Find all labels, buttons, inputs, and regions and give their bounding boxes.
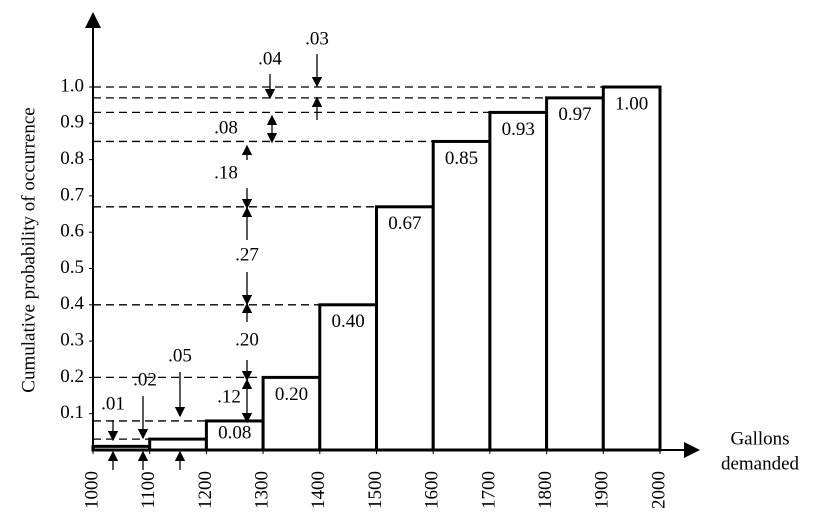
y-tick-label: 0.7 — [60, 184, 84, 205]
x-axis-label: demanded — [721, 453, 800, 474]
bar-label: 0.67 — [388, 213, 421, 234]
y-tick-label: 0.1 — [60, 402, 84, 423]
x-tick-label: 1800 — [535, 471, 556, 509]
bar — [318, 303, 378, 452]
y-axis-label: Cumulative probability of occurrence — [18, 107, 39, 392]
bar-label: 0.85 — [445, 148, 478, 169]
x-tick-label: 1700 — [478, 471, 499, 509]
bar — [91, 444, 152, 452]
annotation: .01 — [101, 393, 125, 414]
x-tick-label: 2000 — [648, 471, 669, 509]
annotation: .05 — [168, 345, 192, 366]
annotation: .02 — [133, 369, 157, 390]
y-tick-label: 0.5 — [60, 257, 84, 278]
bar — [204, 419, 265, 452]
y-tick-label: 0.6 — [60, 221, 84, 242]
y-tick-label: 0.3 — [60, 329, 84, 350]
bar — [431, 139, 492, 452]
x-tick-label: 1500 — [365, 471, 386, 509]
x-tick-label: 1300 — [251, 471, 272, 509]
x-tick-label: 1900 — [592, 471, 613, 509]
bar — [375, 205, 435, 452]
bar — [261, 375, 322, 452]
y-tick-label: 0.2 — [60, 366, 84, 387]
y-tick-label: 0.8 — [60, 148, 84, 169]
annotation: .08 — [214, 117, 238, 138]
annotation: .12 — [217, 386, 241, 407]
y-tick-label: 0.4 — [60, 293, 84, 314]
x-tick-label: 1000 — [81, 471, 102, 509]
annotation: .20 — [235, 329, 259, 350]
x-axis-label: Gallons — [730, 428, 789, 449]
x-tick-label: 1100 — [138, 471, 159, 508]
bar — [545, 96, 605, 452]
x-tick-label: 1200 — [195, 471, 216, 509]
bar — [488, 110, 549, 452]
y-tick-label: 0.9 — [60, 112, 84, 133]
x-tick-label: 1400 — [308, 471, 329, 509]
bar-label: 0.93 — [502, 119, 535, 140]
bar — [148, 437, 208, 452]
annotation: .03 — [305, 28, 329, 49]
annotation: .18 — [214, 162, 238, 183]
annotation: .04 — [258, 48, 282, 69]
bar-label: 1.00 — [615, 93, 648, 114]
bar-label: 0.20 — [275, 384, 308, 405]
y-tick-label: 1.0 — [60, 75, 84, 96]
x-tick-label: 1600 — [422, 471, 443, 509]
annotation: .27 — [235, 244, 259, 265]
bar-label: 0.40 — [332, 311, 365, 332]
bar — [601, 85, 662, 452]
bar-label: 0.08 — [218, 422, 251, 443]
bar-label: 0.97 — [558, 104, 591, 125]
